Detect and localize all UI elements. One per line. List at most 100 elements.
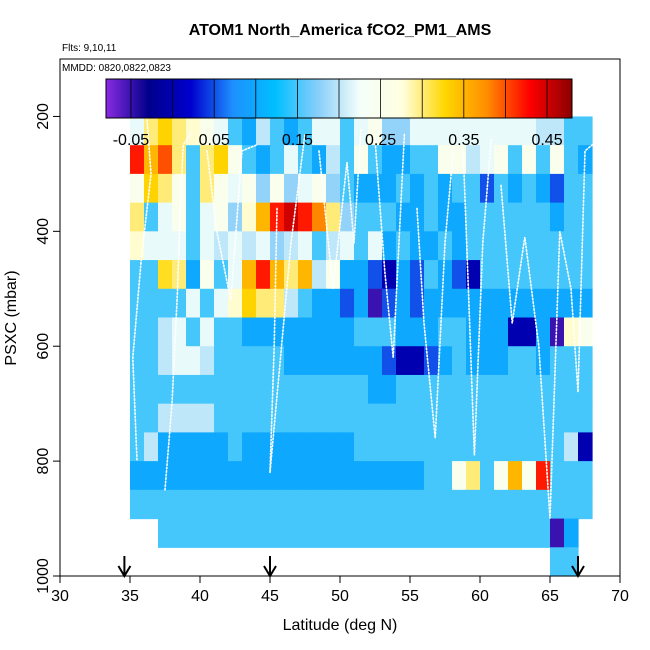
heatmap-cell — [242, 173, 257, 204]
heatmap-cell — [270, 260, 285, 290]
heatmap-cell — [536, 260, 551, 290]
heatmap-cell — [410, 403, 425, 433]
heatmap-cell — [480, 489, 495, 520]
heatmap-cell — [298, 202, 313, 232]
heatmap-cell — [494, 374, 509, 405]
heatmap-cell — [228, 489, 243, 520]
heatmap-cell — [466, 461, 481, 491]
heatmap-cell — [256, 518, 271, 548]
heatmap-cell — [312, 432, 327, 462]
heatmap-cell — [550, 346, 565, 376]
heatmap-cell — [452, 374, 467, 405]
heatmap-cell — [186, 202, 201, 232]
x-axis: 30 35 40 45 50 55 60 65 70 — [51, 576, 629, 605]
heatmap-cell — [522, 489, 537, 520]
heatmap-cell — [368, 518, 383, 548]
heatmap-cell — [186, 432, 201, 462]
heatmap-cell — [396, 231, 411, 261]
heatmap-cell — [144, 202, 159, 232]
heatmap-cell — [340, 116, 355, 146]
heatmap-cell — [410, 116, 425, 146]
heatmap-cell — [270, 518, 285, 548]
heatmap-cell — [284, 403, 299, 433]
colorbar-ticks: -0.05 0.05 0.15 0.25 0.35 0.45 — [113, 79, 563, 149]
heatmap-cell — [480, 374, 495, 405]
heatmap-cell — [368, 231, 383, 261]
heatmap-cell — [494, 202, 509, 232]
heatmap-cell — [158, 374, 173, 405]
heatmap-cell — [494, 260, 509, 290]
heatmap-cell — [564, 116, 579, 146]
heatmap-cell — [256, 403, 271, 433]
heatmap-cell — [354, 317, 369, 347]
heatmap-cell — [354, 202, 369, 232]
colorbar-tick-label: 0.35 — [448, 132, 479, 149]
heatmap-cell — [242, 260, 257, 290]
heatmap-cell — [326, 288, 341, 319]
heatmap-cell — [536, 374, 551, 405]
heatmap-cell — [396, 173, 411, 204]
heatmap-cell — [424, 288, 439, 319]
heatmap-cell — [242, 489, 257, 520]
heatmap-cell — [438, 145, 453, 175]
heatmap-cell — [536, 173, 551, 204]
heatmap-cell — [284, 173, 299, 204]
heatmap-cell — [382, 116, 397, 146]
heatmap-cell — [214, 403, 229, 433]
heatmap-cell — [172, 288, 187, 319]
heatmap-cell — [158, 231, 173, 261]
heatmap-cell — [522, 346, 537, 376]
heatmap-cell — [438, 260, 453, 290]
heatmap-cell — [424, 346, 439, 376]
heatmap-cell — [312, 518, 327, 548]
heatmap-cell — [564, 202, 579, 232]
heatmap-cell — [186, 346, 201, 376]
heatmap-cell — [466, 374, 481, 405]
heatmap-cell — [256, 260, 271, 290]
heatmap-cell — [312, 202, 327, 232]
heatmap-cell — [410, 231, 425, 261]
x-tick-label: 35 — [121, 588, 139, 605]
heatmap-cell — [550, 489, 565, 520]
arrow-head — [571, 565, 585, 578]
heatmap-cell — [452, 489, 467, 520]
heatmap-cell — [438, 231, 453, 261]
heatmap-cell — [578, 317, 593, 347]
heatmap-cell — [130, 403, 145, 433]
heatmap-cell — [242, 231, 257, 261]
y-tick-label: 400 — [35, 218, 52, 245]
heatmap-cell — [438, 432, 453, 462]
heatmap-cell — [214, 260, 229, 290]
heatmap-cell — [438, 489, 453, 520]
heatmap-cell — [466, 432, 481, 462]
heatmap-cell — [284, 346, 299, 376]
heatmap-cell — [368, 260, 383, 290]
heatmap-cell — [158, 116, 173, 146]
heatmap-cell — [200, 403, 215, 433]
heatmap-cell — [298, 260, 313, 290]
heatmap-cell — [466, 518, 481, 548]
heatmap-cell — [564, 260, 579, 290]
heatmap-cell — [494, 403, 509, 433]
heatmap-cells — [130, 87, 593, 577]
heatmap-cell — [228, 202, 243, 232]
heatmap-cell — [130, 116, 145, 146]
colorbar-tick-label: 0.25 — [365, 132, 396, 149]
heatmap-cell — [186, 461, 201, 491]
heatmap-cell — [522, 374, 537, 405]
heatmap-cell — [130, 173, 145, 204]
heatmap-cell — [186, 116, 201, 146]
heatmap-cell — [298, 231, 313, 261]
heatmap-cell — [522, 173, 537, 204]
heatmap-cell — [186, 489, 201, 520]
heatmap-cell — [424, 518, 439, 548]
heatmap-cell — [466, 145, 481, 175]
heatmap-cell — [130, 231, 145, 261]
heatmap-cell — [550, 145, 565, 175]
heatmap-cell — [382, 518, 397, 548]
heatmap-cell — [298, 489, 313, 520]
heatmap-cell — [564, 432, 579, 462]
heatmap-cell — [452, 317, 467, 347]
heatmap-cell — [144, 432, 159, 462]
heatmap-cell — [340, 260, 355, 290]
